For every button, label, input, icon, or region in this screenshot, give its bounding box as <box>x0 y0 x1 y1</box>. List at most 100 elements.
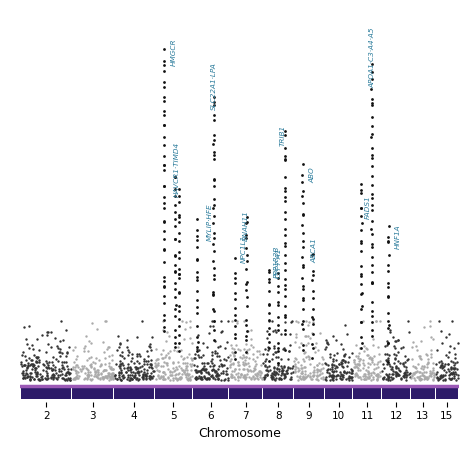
Point <box>160 273 168 280</box>
Point <box>356 355 364 363</box>
Point <box>417 368 424 376</box>
Point <box>368 240 375 248</box>
Point <box>245 373 253 380</box>
Point <box>442 369 450 376</box>
Point <box>329 355 337 363</box>
Point <box>204 359 212 366</box>
Point <box>197 366 204 374</box>
Point <box>257 368 264 376</box>
Point <box>200 359 208 367</box>
Point <box>147 356 155 364</box>
Point <box>309 330 316 337</box>
Point <box>132 363 139 371</box>
Point <box>73 352 81 360</box>
Point <box>172 208 179 215</box>
Point <box>313 369 321 376</box>
Point <box>210 98 217 105</box>
Point <box>162 351 170 359</box>
Point <box>32 373 39 380</box>
Point <box>340 352 347 360</box>
Point <box>92 373 100 380</box>
Point <box>416 375 424 383</box>
Point <box>138 373 146 381</box>
Point <box>447 375 454 383</box>
Point <box>195 367 203 375</box>
Point <box>215 374 222 382</box>
Point <box>18 360 25 368</box>
Point <box>33 335 40 343</box>
Point <box>428 369 436 377</box>
Point <box>301 375 308 383</box>
Point <box>357 263 365 270</box>
Point <box>197 373 205 381</box>
Point <box>360 364 367 372</box>
Point <box>115 343 122 351</box>
Point <box>332 363 340 370</box>
Point <box>240 353 247 361</box>
Point <box>232 274 239 282</box>
Point <box>154 361 162 369</box>
Point <box>126 374 134 382</box>
Point <box>211 375 219 383</box>
Point <box>90 372 98 380</box>
Point <box>281 311 289 319</box>
Point <box>72 374 79 382</box>
Point <box>133 374 141 382</box>
Point <box>186 318 194 325</box>
Point <box>247 326 255 334</box>
Point <box>145 343 152 350</box>
Point <box>265 357 273 365</box>
Point <box>384 292 392 300</box>
Point <box>231 322 239 330</box>
Point <box>164 365 172 373</box>
Point <box>269 371 277 378</box>
Point <box>369 375 377 383</box>
Point <box>419 372 427 379</box>
Point <box>160 200 168 207</box>
Point <box>155 367 163 375</box>
Point <box>167 372 174 379</box>
Bar <box>229 386 262 399</box>
Point <box>356 374 364 381</box>
Point <box>230 367 238 374</box>
Point <box>188 373 195 380</box>
Point <box>385 371 392 378</box>
Point <box>160 283 168 290</box>
Point <box>166 367 174 375</box>
Point <box>239 365 247 373</box>
Point <box>270 369 278 376</box>
Point <box>258 374 265 382</box>
Point <box>446 371 453 379</box>
Point <box>308 329 316 337</box>
Point <box>429 376 437 383</box>
Point <box>299 264 307 271</box>
Point <box>140 360 147 367</box>
Point <box>243 287 250 294</box>
Point <box>185 350 193 357</box>
Point <box>140 365 148 373</box>
Point <box>114 332 121 340</box>
Point <box>222 367 229 374</box>
Point <box>186 376 194 383</box>
Point <box>346 353 353 361</box>
Point <box>294 358 301 365</box>
Point <box>188 339 196 346</box>
Point <box>144 360 151 368</box>
Point <box>299 374 307 381</box>
Point <box>296 374 304 382</box>
Point <box>362 375 370 383</box>
Point <box>368 201 375 209</box>
Point <box>44 363 52 371</box>
Point <box>274 371 282 378</box>
Point <box>210 366 218 374</box>
Point <box>319 370 326 377</box>
Point <box>99 374 107 382</box>
Point <box>394 365 401 372</box>
Point <box>143 374 150 382</box>
Point <box>175 271 183 278</box>
Point <box>368 95 375 102</box>
Point <box>49 353 56 361</box>
Point <box>337 358 344 365</box>
Point <box>368 244 375 251</box>
Point <box>23 373 31 381</box>
